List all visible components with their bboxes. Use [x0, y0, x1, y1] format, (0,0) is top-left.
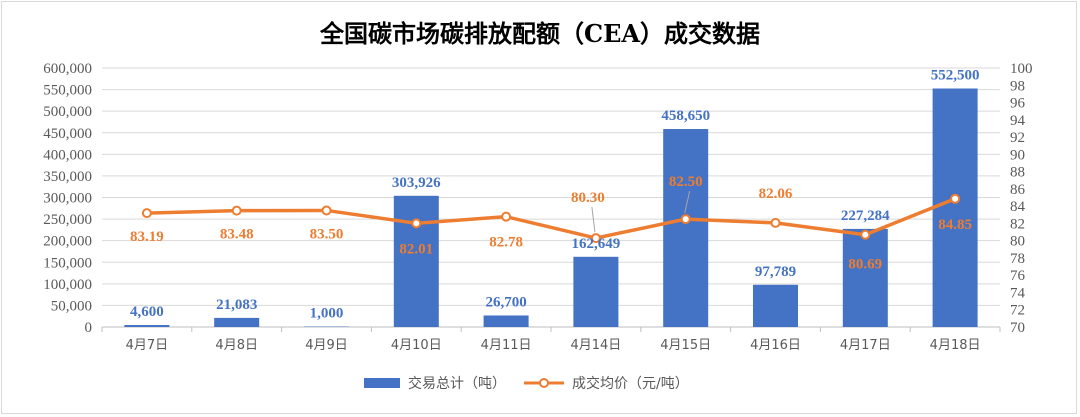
right-tick-label: 82	[1010, 216, 1025, 232]
left-axis-ticks: 0 50,000 100,000 150,000 200,000 250,000 300,0…	[43, 61, 92, 336]
right-tick-label: 98	[1010, 78, 1025, 94]
category-label: 4月10日	[391, 338, 442, 353]
left-tick-label: 500,000	[43, 104, 92, 120]
right-tick-label: 72	[1010, 303, 1025, 319]
bar	[932, 88, 978, 327]
left-tick-label: 50,000	[51, 298, 92, 314]
right-tick-label: 74	[1010, 285, 1026, 301]
bar-value-label: 26,700	[485, 294, 526, 310]
price-marker	[770, 217, 781, 228]
category-label: 4月7日	[126, 338, 169, 353]
bar	[214, 317, 260, 327]
bar	[393, 195, 439, 327]
price-value-label: 82.78	[489, 235, 523, 251]
price-marker	[321, 205, 332, 216]
bar-value-label: 4,600	[130, 304, 164, 320]
legend-swatch-bar	[364, 378, 400, 388]
price-value-label: 84.85	[938, 217, 972, 233]
legend-label-bar: 交易总计（吨）	[408, 375, 506, 392]
category-label: 4月15日	[660, 338, 711, 353]
leader-line	[684, 190, 691, 214]
price-value-label: 82.06	[759, 186, 793, 202]
bar-value-label: 162,649	[572, 236, 621, 252]
left-tick-label: 150,000	[43, 255, 92, 271]
price-value-label: 83.50	[310, 226, 344, 242]
bar-value-label: 458,650	[661, 108, 710, 124]
category-label: 4月14日	[570, 338, 621, 353]
left-tick-label: 350,000	[43, 169, 92, 185]
right-tick-label: 80	[1010, 234, 1025, 250]
leader-line	[591, 207, 596, 233]
bar	[573, 256, 619, 327]
bar-value-label: 1,000	[310, 306, 344, 322]
bar-value-label: 21,083	[216, 297, 257, 313]
left-tick-label: 300,000	[43, 191, 92, 207]
price-marker	[680, 214, 691, 225]
left-tick-label: 200,000	[43, 234, 92, 250]
price-marker	[231, 205, 242, 216]
bar	[124, 325, 170, 327]
left-tick-label: 100,000	[43, 277, 92, 293]
price-marker	[590, 233, 601, 244]
legend-label-line: 成交均价（元/吨）	[572, 375, 689, 392]
price-value-label: 80.69	[848, 257, 882, 273]
right-tick-label: 84	[1010, 199, 1026, 215]
right-tick-label: 100	[1010, 61, 1033, 77]
category-label: 4月8日	[215, 338, 258, 353]
price-value-label: 83.48	[220, 227, 254, 243]
bar	[663, 129, 709, 327]
right-tick-label: 86	[1010, 182, 1026, 198]
legend: 交易总计（吨） 成交均价（元/吨）	[364, 375, 689, 392]
category-label: 4月11日	[481, 338, 532, 353]
category-labels: 4月7日 4月8日 4月9日 4月10日 4月11日 4月14日 4月15日 4月16日 4月1…	[126, 338, 981, 353]
left-tick-label: 0	[85, 320, 93, 336]
bar-series	[124, 88, 978, 327]
price-marker	[411, 218, 422, 229]
category-label: 4月9日	[305, 338, 348, 353]
price-value-label: 80.30	[571, 190, 605, 206]
category-label: 4月17日	[840, 338, 891, 353]
price-marker	[950, 193, 961, 204]
price-line	[146, 197, 956, 240]
line-value-labels: 83.19 83.48 83.50 82.01 82.78 80.30 82.50 82.06…	[130, 174, 972, 273]
bar	[753, 284, 798, 327]
left-tick-label: 600,000	[43, 61, 92, 77]
left-tick-label: 550,000	[43, 83, 92, 99]
chart-title: 全国碳市场碳排放配额（CEA）成交数据	[319, 19, 760, 48]
right-tick-label: 76	[1010, 268, 1026, 284]
right-tick-label: 78	[1010, 251, 1025, 267]
price-marker	[860, 229, 871, 240]
bar-value-label: 552,500	[931, 68, 980, 84]
left-tick-label: 250,000	[43, 212, 92, 228]
right-tick-label: 94	[1010, 113, 1026, 129]
right-tick-label: 90	[1010, 147, 1025, 163]
legend-swatch-marker	[539, 378, 549, 388]
price-value-label: 83.19	[130, 229, 164, 245]
right-tick-label: 88	[1010, 165, 1025, 181]
left-tick-label: 450,000	[43, 126, 92, 142]
category-label: 4月16日	[750, 338, 801, 353]
bar-value-labels: 4,600 21,083 1,000 303,926 26,700 162,649 458,…	[130, 68, 979, 322]
right-tick-label: 96	[1010, 96, 1026, 112]
line-series	[141, 193, 961, 244]
category-label: 4月18日	[930, 338, 981, 353]
right-tick-label: 70	[1010, 320, 1025, 336]
bar	[842, 228, 888, 327]
price-marker	[501, 211, 512, 222]
left-tick-label: 400,000	[43, 147, 92, 163]
bar-value-label: 227,284	[841, 208, 890, 224]
bar-value-label: 97,789	[755, 264, 796, 280]
bar	[483, 315, 529, 327]
bar-value-label: 303,926	[392, 175, 441, 191]
price-marker	[141, 208, 152, 219]
price-value-label: 82.01	[399, 241, 433, 257]
right-tick-label: 92	[1010, 130, 1025, 146]
price-value-label: 82.50	[669, 174, 703, 190]
